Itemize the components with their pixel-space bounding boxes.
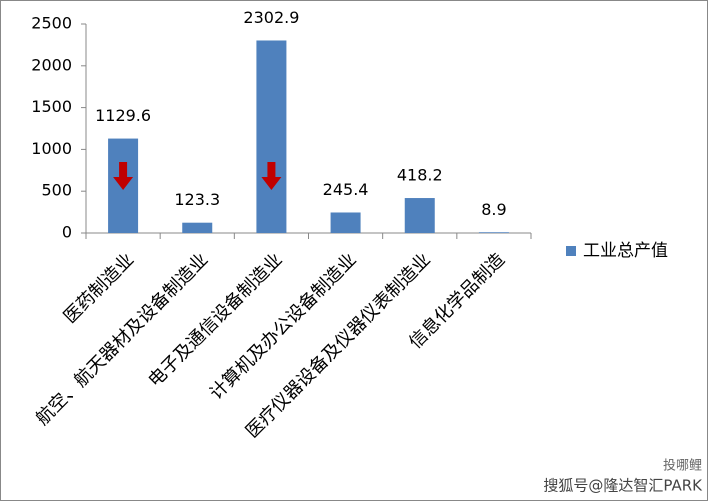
data-label: 8.9 (481, 200, 506, 219)
data-label: 245.4 (323, 180, 369, 199)
arrow-icon (113, 162, 134, 190)
y-tick-label: 1500 (31, 97, 72, 116)
bar (330, 212, 361, 233)
y-tick-label: 1000 (31, 139, 72, 158)
bar (182, 222, 213, 233)
watermark: 搜狐号@隆达智汇PARK (543, 477, 703, 495)
data-label: 123.3 (174, 190, 220, 209)
y-tick-label: 2500 (31, 14, 72, 33)
data-label: 418.2 (397, 166, 443, 185)
bar (478, 232, 509, 233)
data-label: 2302.9 (243, 8, 299, 27)
arrow-icon (261, 162, 282, 190)
data-label: 1129.6 (95, 106, 151, 125)
watermark: 投哪鲤 (663, 458, 702, 474)
y-tick-label: 2000 (31, 55, 72, 74)
legend-swatch (566, 246, 576, 256)
bar (256, 40, 287, 234)
y-tick-label: 0 (62, 223, 72, 242)
legend-label: 工业总产值 (583, 241, 668, 261)
bar (404, 198, 435, 233)
y-tick-label: 500 (41, 181, 72, 200)
